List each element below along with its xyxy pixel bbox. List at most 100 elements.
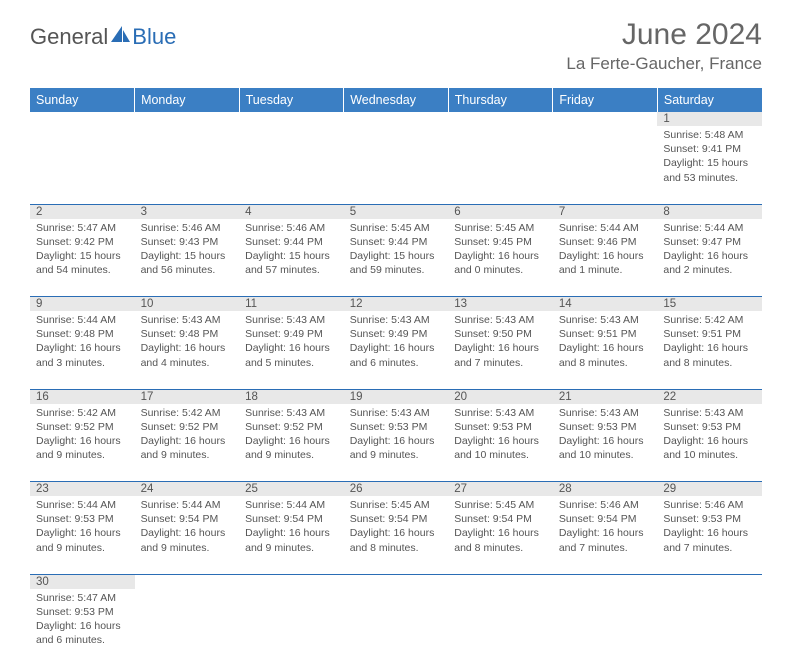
sunset-text: Sunset: 9:52 PM (141, 420, 234, 434)
day-number: 6 (448, 204, 553, 219)
sunset-text: Sunset: 9:44 PM (350, 235, 443, 249)
day-cell: Sunrise: 5:42 AMSunset: 9:52 PMDaylight:… (30, 404, 135, 482)
title-block: June 2024 La Ferte-Gaucher, France (566, 18, 762, 74)
day-cell (239, 126, 344, 204)
daylight-text: Daylight: 16 hours and 9 minutes. (245, 434, 338, 462)
day-number (448, 574, 553, 589)
sunrise-text: Sunrise: 5:46 AM (663, 498, 756, 512)
sunset-text: Sunset: 9:54 PM (245, 512, 338, 526)
day-cell (657, 589, 762, 667)
day-details: Sunrise: 5:44 AMSunset: 9:47 PMDaylight:… (657, 219, 762, 282)
day-details: Sunrise: 5:45 AMSunset: 9:44 PMDaylight:… (344, 219, 449, 282)
daylight-text: Daylight: 16 hours and 8 minutes. (454, 526, 547, 554)
day-details: Sunrise: 5:43 AMSunset: 9:53 PMDaylight:… (448, 404, 553, 467)
daynum-row: 1 (30, 112, 762, 126)
sunrise-text: Sunrise: 5:43 AM (454, 313, 547, 327)
day-details: Sunrise: 5:46 AMSunset: 9:53 PMDaylight:… (657, 496, 762, 559)
day-cell (448, 589, 553, 667)
day-details: Sunrise: 5:42 AMSunset: 9:52 PMDaylight:… (30, 404, 135, 467)
day-number: 11 (239, 297, 344, 312)
day-number: 17 (135, 389, 240, 404)
day-cell: Sunrise: 5:42 AMSunset: 9:51 PMDaylight:… (657, 311, 762, 389)
dow-saturday: Saturday (657, 88, 762, 112)
logo-sail-icon (109, 24, 131, 50)
sunrise-text: Sunrise: 5:45 AM (454, 221, 547, 235)
sunrise-text: Sunrise: 5:43 AM (245, 313, 338, 327)
day-number: 21 (553, 389, 658, 404)
daylight-text: Daylight: 15 hours and 53 minutes. (663, 156, 756, 184)
daylight-text: Daylight: 16 hours and 9 minutes. (141, 526, 234, 554)
day-cell: Sunrise: 5:44 AMSunset: 9:47 PMDaylight:… (657, 219, 762, 297)
sunset-text: Sunset: 9:48 PM (36, 327, 129, 341)
day-details: Sunrise: 5:45 AMSunset: 9:54 PMDaylight:… (448, 496, 553, 559)
day-number: 27 (448, 482, 553, 497)
week-row: Sunrise: 5:44 AMSunset: 9:53 PMDaylight:… (30, 496, 762, 574)
day-details: Sunrise: 5:42 AMSunset: 9:51 PMDaylight:… (657, 311, 762, 374)
day-details: Sunrise: 5:46 AMSunset: 9:44 PMDaylight:… (239, 219, 344, 282)
day-number: 10 (135, 297, 240, 312)
daylight-text: Daylight: 16 hours and 9 minutes. (141, 434, 234, 462)
day-cell: Sunrise: 5:44 AMSunset: 9:48 PMDaylight:… (30, 311, 135, 389)
sunset-text: Sunset: 9:44 PM (245, 235, 338, 249)
day-cell (448, 126, 553, 204)
day-number (553, 574, 658, 589)
day-cell: Sunrise: 5:43 AMSunset: 9:52 PMDaylight:… (239, 404, 344, 482)
sunrise-text: Sunrise: 5:47 AM (36, 221, 129, 235)
day-cell: Sunrise: 5:48 AMSunset: 9:41 PMDaylight:… (657, 126, 762, 204)
day-cell (553, 126, 658, 204)
sunset-text: Sunset: 9:53 PM (350, 420, 443, 434)
day-details: Sunrise: 5:47 AMSunset: 9:42 PMDaylight:… (30, 219, 135, 282)
sunset-text: Sunset: 9:41 PM (663, 142, 756, 156)
sunrise-text: Sunrise: 5:44 AM (245, 498, 338, 512)
month-title: June 2024 (566, 18, 762, 52)
day-details: Sunrise: 5:47 AMSunset: 9:53 PMDaylight:… (30, 589, 135, 652)
day-number: 24 (135, 482, 240, 497)
day-details: Sunrise: 5:46 AMSunset: 9:43 PMDaylight:… (135, 219, 240, 282)
sunset-text: Sunset: 9:53 PM (663, 420, 756, 434)
day-details: Sunrise: 5:43 AMSunset: 9:49 PMDaylight:… (344, 311, 449, 374)
daylight-text: Daylight: 16 hours and 6 minutes. (36, 619, 129, 647)
daylight-text: Daylight: 16 hours and 9 minutes. (36, 526, 129, 554)
sunset-text: Sunset: 9:53 PM (559, 420, 652, 434)
day-details: Sunrise: 5:43 AMSunset: 9:53 PMDaylight:… (344, 404, 449, 467)
day-number: 9 (30, 297, 135, 312)
day-cell: Sunrise: 5:43 AMSunset: 9:49 PMDaylight:… (344, 311, 449, 389)
sunrise-text: Sunrise: 5:44 AM (663, 221, 756, 235)
daylight-text: Daylight: 16 hours and 7 minutes. (559, 526, 652, 554)
day-details: Sunrise: 5:48 AMSunset: 9:41 PMDaylight:… (657, 126, 762, 189)
day-cell: Sunrise: 5:43 AMSunset: 9:49 PMDaylight:… (239, 311, 344, 389)
daynum-row: 16171819202122 (30, 389, 762, 404)
sunrise-text: Sunrise: 5:44 AM (36, 498, 129, 512)
day-cell: Sunrise: 5:46 AMSunset: 9:44 PMDaylight:… (239, 219, 344, 297)
sunset-text: Sunset: 9:47 PM (663, 235, 756, 249)
daylight-text: Daylight: 15 hours and 59 minutes. (350, 249, 443, 277)
day-cell: Sunrise: 5:44 AMSunset: 9:54 PMDaylight:… (239, 496, 344, 574)
sunset-text: Sunset: 9:45 PM (454, 235, 547, 249)
day-number: 25 (239, 482, 344, 497)
daynum-row: 2345678 (30, 204, 762, 219)
daylight-text: Daylight: 16 hours and 10 minutes. (663, 434, 756, 462)
day-cell: Sunrise: 5:43 AMSunset: 9:50 PMDaylight:… (448, 311, 553, 389)
day-number (553, 112, 658, 126)
dow-monday: Monday (135, 88, 240, 112)
day-details: Sunrise: 5:45 AMSunset: 9:54 PMDaylight:… (344, 496, 449, 559)
sunrise-text: Sunrise: 5:43 AM (350, 406, 443, 420)
daylight-text: Daylight: 16 hours and 9 minutes. (36, 434, 129, 462)
day-cell: Sunrise: 5:43 AMSunset: 9:53 PMDaylight:… (657, 404, 762, 482)
sunset-text: Sunset: 9:53 PM (36, 512, 129, 526)
sunset-text: Sunset: 9:54 PM (141, 512, 234, 526)
daylight-text: Daylight: 16 hours and 9 minutes. (350, 434, 443, 462)
day-number (657, 574, 762, 589)
sunset-text: Sunset: 9:43 PM (141, 235, 234, 249)
day-number (344, 574, 449, 589)
day-cell: Sunrise: 5:44 AMSunset: 9:53 PMDaylight:… (30, 496, 135, 574)
dow-sunday: Sunday (30, 88, 135, 112)
sunrise-text: Sunrise: 5:42 AM (141, 406, 234, 420)
day-cell (135, 126, 240, 204)
day-details: Sunrise: 5:44 AMSunset: 9:54 PMDaylight:… (239, 496, 344, 559)
sunrise-text: Sunrise: 5:43 AM (454, 406, 547, 420)
sunrise-text: Sunrise: 5:43 AM (559, 406, 652, 420)
calendar-table: Sunday Monday Tuesday Wednesday Thursday… (30, 88, 762, 667)
day-details: Sunrise: 5:42 AMSunset: 9:52 PMDaylight:… (135, 404, 240, 467)
sunrise-text: Sunrise: 5:42 AM (36, 406, 129, 420)
